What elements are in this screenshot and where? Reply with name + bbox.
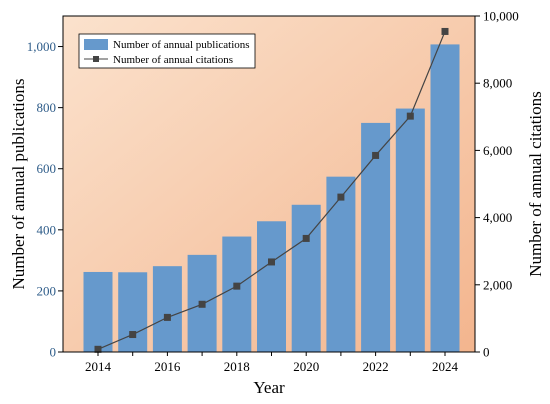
x-tick-label: 2022 [363, 359, 389, 374]
legend: Number of annual publications Number of … [78, 33, 256, 69]
citation-point-2019 [268, 258, 275, 266]
citation-point-2023 [406, 112, 414, 120]
y-left-tick-label: 0 [50, 345, 57, 360]
citation-point-2017 [198, 300, 206, 308]
y-left-tick-label: 200 [37, 283, 57, 298]
axes: 0 200 400 600 800 1,000 0 2,000 4,000 6,000 8,000 1… [27, 9, 519, 375]
bar-2014 [83, 271, 113, 352]
x-tick-label: 2020 [293, 359, 319, 374]
y-right-tick-label: 6,000 [483, 143, 512, 158]
citation-point-2021 [337, 193, 345, 201]
citation-point-2022 [372, 151, 380, 159]
y-right-tick-label: 10,000 [483, 9, 519, 24]
citation-point-2016 [163, 313, 171, 321]
plot-frame [62, 15, 476, 353]
y-right-tick-label: 8,000 [483, 76, 512, 91]
x-tick-label: 2016 [154, 359, 181, 374]
bar-2022 [361, 122, 391, 352]
bar-2018 [222, 236, 252, 352]
legend-box [78, 33, 256, 69]
y-right-tick-label: 2,000 [483, 277, 512, 292]
y-right-tick-label: 4,000 [483, 210, 512, 225]
legend-bar-swatch [84, 39, 108, 50]
bar-2024 [430, 44, 460, 352]
bar-2021 [326, 176, 356, 352]
citation-point-2014 [94, 345, 102, 353]
y-left-tick-label: 800 [37, 100, 57, 115]
bar-2016 [152, 266, 182, 352]
legend-line-marker [93, 56, 99, 62]
x-tick-label: 2024 [432, 359, 459, 374]
y-left-tick-label: 400 [37, 222, 57, 237]
citation-point-2018 [233, 282, 241, 290]
y-left-tick-label: 600 [37, 161, 57, 176]
line-series [94, 27, 449, 353]
citation-point-2024 [441, 27, 449, 35]
bar-2023 [395, 108, 425, 352]
y-axis-title-right: Number of annual citations [526, 91, 545, 277]
legend-line-label: Number of annual citations [113, 54, 233, 66]
x-tick-label: 2014 [85, 359, 112, 374]
x-tick-label: 2018 [224, 359, 250, 374]
legend-bar-label: Number of annual publications [113, 39, 250, 51]
bar-2020 [291, 204, 321, 352]
citation-point-2020 [302, 234, 310, 242]
bar-series [83, 44, 460, 352]
y-axis-title-left: Number of annual publications [9, 78, 28, 289]
x-axis-title: Year [253, 378, 285, 397]
citation-point-2015 [129, 331, 137, 339]
bar-2015 [118, 272, 148, 352]
bar-2019 [257, 221, 286, 352]
y-right-tick-label: 0 [483, 345, 490, 360]
y-left-tick-label: 1,000 [27, 39, 56, 54]
